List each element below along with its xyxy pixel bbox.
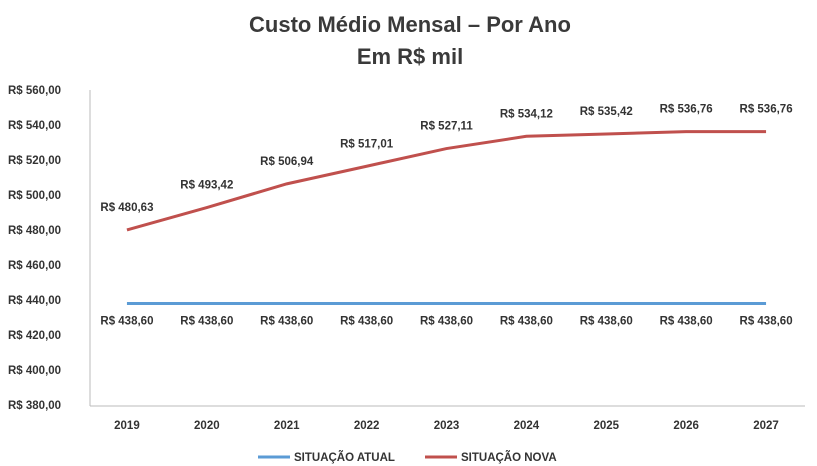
data-label: R$ 517,01 [340, 138, 394, 150]
y-tick-label: R$ 460,00 [8, 260, 61, 272]
line-series [126, 130, 767, 232]
x-tick-label: 2026 [673, 420, 699, 432]
x-tick-label: 2025 [593, 420, 619, 432]
x-tick-label: 2021 [274, 420, 300, 432]
y-tick-label: R$ 420,00 [8, 330, 61, 342]
x-tick-label: 2023 [434, 420, 460, 432]
data-label: R$ 438,60 [420, 315, 473, 327]
data-label: R$ 536,76 [740, 104, 793, 116]
x-tick-label: 2020 [194, 420, 220, 432]
data-label: R$ 438,60 [580, 315, 633, 327]
y-tick-label: R$ 440,00 [8, 295, 61, 307]
data-label: R$ 438,60 [660, 315, 713, 327]
x-tick-label: 2019 [114, 420, 140, 432]
data-label: R$ 438,60 [740, 315, 793, 327]
data-label: R$ 438,60 [100, 315, 153, 327]
legend-label: SITUAÇÃO ATUAL [294, 451, 395, 464]
data-label: R$ 480,63 [100, 202, 153, 214]
chart-subtitle: Em R$ mil [357, 44, 463, 69]
x-tick-label: 2022 [354, 420, 380, 432]
y-tick-label: R$ 480,00 [8, 225, 61, 237]
data-label: R$ 438,60 [500, 315, 553, 327]
x-tick-label: 2027 [753, 420, 779, 432]
y-tick-label: R$ 500,00 [8, 190, 61, 202]
x-tick-label: 2024 [514, 420, 540, 432]
chart-title: Custo Médio Mensal – Por Ano [249, 12, 571, 37]
data-label: R$ 506,94 [260, 156, 314, 168]
data-label: R$ 438,60 [180, 315, 233, 327]
legend-label: SITUAÇÃO NOVA [461, 451, 557, 464]
data-label: R$ 493,42 [180, 180, 233, 192]
y-tick-label: R$ 520,00 [8, 155, 61, 167]
y-tick-label: R$ 380,00 [8, 400, 61, 412]
data-label: R$ 438,60 [260, 315, 313, 327]
data-label: R$ 527,11 [420, 121, 473, 133]
data-label: R$ 534,12 [500, 108, 553, 120]
data-label: R$ 536,76 [660, 104, 713, 116]
y-tick-label: R$ 400,00 [8, 365, 61, 377]
y-tick-label: R$ 540,00 [8, 120, 61, 132]
y-tick-label: R$ 560,00 [8, 85, 61, 97]
data-label: R$ 535,42 [580, 106, 633, 118]
data-label: R$ 438,60 [340, 315, 393, 327]
